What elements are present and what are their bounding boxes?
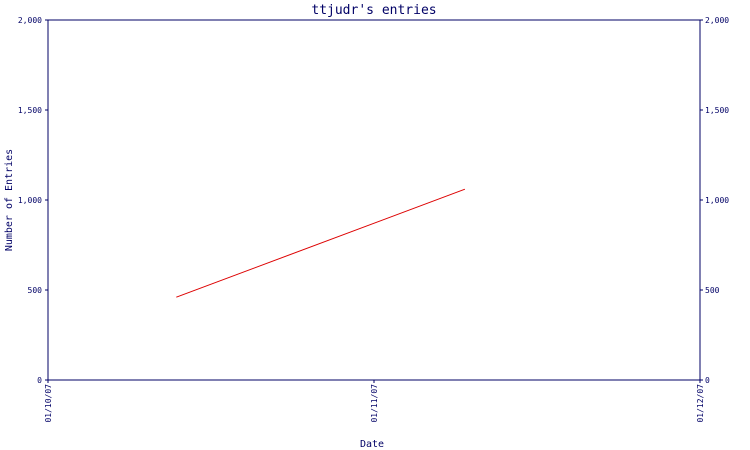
y-ticks-right: 0 500 1,000 1,500 2,000 [700,16,729,385]
y-tick-label-right: 0 [705,376,710,385]
series-line [176,188,466,298]
y-tick-label-right: 500 [705,286,720,295]
y-axis-label: Number of Entries [4,149,15,251]
y-tick-label-left: 500 [28,286,43,295]
x-ticks: 01/10/07 01/11/07 01/12/07 [44,380,705,423]
y-ticks-left: 0 500 1,000 1,500 2,000 [18,16,48,385]
plot-area-frame [47,19,701,381]
y-tick-label-right: 1,000 [705,196,729,205]
y-tick-label-left: 1,500 [18,106,42,115]
x-tick-label: 01/11/07 [370,384,379,423]
y-tick-label-right: 1,500 [705,106,729,115]
x-axis-label: Date [360,439,384,450]
y-tick-label-left: 2,000 [18,16,42,25]
x-tick-label: 01/12/07 [696,384,705,423]
x-tick-label: 01/10/07 [44,384,53,423]
chart-title: ttjudr's entries [311,3,436,18]
y-tick-label-right: 2,000 [705,16,729,25]
series-lines [176,188,466,298]
y-tick-label-left: 1,000 [18,196,42,205]
y-tick-label-left: 0 [37,376,42,385]
